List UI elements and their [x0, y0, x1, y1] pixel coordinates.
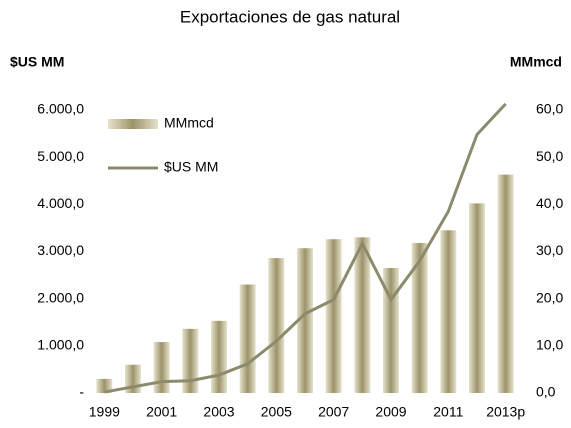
y-tick-label: 6.000,0: [37, 101, 84, 117]
y-tick-label: 5.000,0: [37, 148, 84, 164]
bar: [268, 258, 285, 393]
y2-tick-label: 0,0: [536, 384, 556, 400]
bar: [440, 230, 457, 393]
y2-axis-title: MMmcd: [510, 54, 562, 70]
legend-swatch: [108, 119, 158, 129]
x-tick-label: 2009: [375, 404, 406, 420]
bar: [383, 268, 399, 393]
x-tick-label: 2003: [203, 404, 234, 420]
bar: [239, 284, 256, 393]
bar: [182, 328, 199, 393]
y-tick-label: 2.000,0: [37, 289, 84, 305]
y2-tick-label: 50,0: [536, 148, 563, 164]
bar: [497, 174, 514, 393]
y-tick-label: 4.000,0: [37, 195, 84, 211]
x-tick-label: 2011: [433, 404, 463, 420]
y2-tick-label: 40,0: [536, 195, 563, 211]
bar: [153, 342, 170, 393]
y2-tick-label: 10,0: [536, 337, 563, 353]
y-axis-title: $US MM: [10, 54, 64, 70]
x-tick-label: 2001: [146, 404, 177, 420]
legend-label: $US MM: [164, 159, 218, 175]
y-tick-label: 3.000,0: [37, 242, 84, 258]
bar: [325, 239, 342, 393]
bar: [411, 243, 428, 393]
y2-tick-label: 20,0: [536, 289, 563, 305]
x-tick-label: 1999: [89, 404, 120, 420]
x-tick-label: 2005: [261, 404, 292, 420]
chart-title: Exportaciones de gas natural: [180, 7, 400, 26]
y-tick-label: 1.000,0: [37, 337, 84, 353]
y-tick-label: -: [79, 384, 84, 400]
legend-label: MMmcd: [164, 115, 214, 131]
y2-tick-label: 30,0: [536, 242, 563, 258]
bar: [96, 378, 113, 393]
bar: [211, 320, 227, 393]
y2-tick-label: 60,0: [536, 101, 563, 117]
bar: [469, 203, 485, 393]
bar: [354, 237, 371, 393]
x-tick-label: 2007: [318, 404, 349, 420]
line: [104, 102, 507, 394]
x-tick-label: 2013p: [486, 404, 525, 420]
bar: [297, 248, 313, 393]
